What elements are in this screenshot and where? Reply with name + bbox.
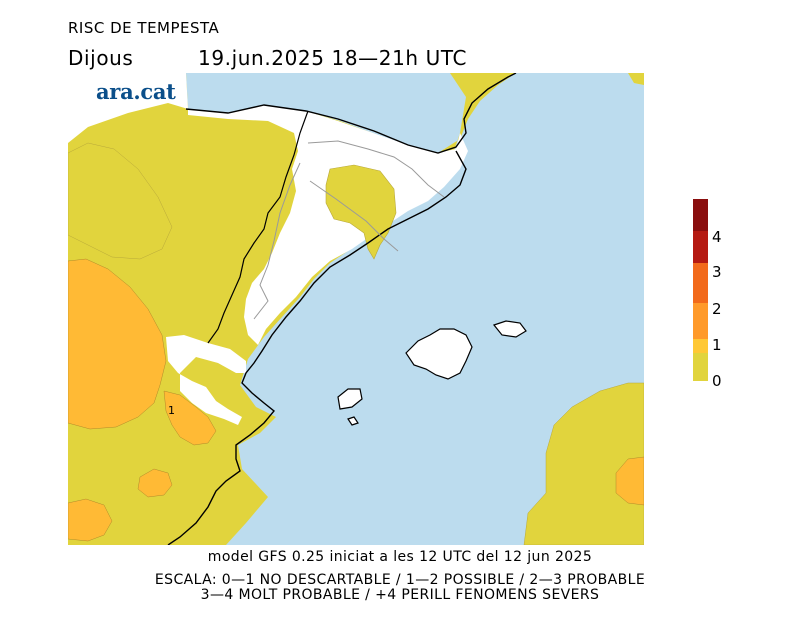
country-border (207, 110, 309, 344)
island-mallorca (405, 328, 473, 380)
legend-label-4: 4 (712, 228, 722, 246)
risk-map: 1 (68, 73, 644, 545)
land-ebro-region (166, 335, 246, 425)
legend-label-3: 3 (712, 263, 722, 281)
map-title: RISC DE TEMPESTA (68, 19, 220, 37)
risk-zone-west-2 (163, 390, 217, 446)
island-ibiza (337, 388, 363, 410)
legend-label-2: 2 (712, 300, 722, 318)
scale-line-1: ESCALA: 0—1 NO DESCARTABLE / 1—2 POSSIBL… (154, 572, 646, 588)
risk-zone-west-3 (68, 498, 113, 542)
island-formentera (347, 416, 359, 426)
legend-label-0: 0 (712, 372, 722, 390)
legend-swatch-top (693, 199, 708, 231)
risk-zone-southeast (523, 382, 644, 545)
province-lines (253, 140, 445, 320)
island-menorca (492, 320, 527, 338)
risk-zone-west-4 (137, 468, 173, 498)
risk-zone-west (68, 258, 167, 430)
model-info: model GFS 0.25 iniciat a les 12 UTC del … (207, 549, 593, 565)
risk-zone-northwest (68, 142, 173, 260)
ara-cat-logo[interactable]: ara.cat (96, 79, 176, 104)
forecast-day: Dijous (68, 46, 134, 70)
legend-label-1: 1 (712, 336, 722, 354)
risk-zone-top-right (628, 73, 644, 85)
legend-swatch-2 (693, 303, 708, 339)
scale-line-2: 3—4 MOLT PROBABLE / +4 PERILL FENOMENS S… (200, 587, 600, 603)
coastline (167, 73, 517, 545)
risk-zone-southeast-orange (615, 456, 644, 506)
land-white-north (68, 73, 188, 143)
forecast-datetime: 19.jun.2025 18—21h UTC (198, 46, 468, 70)
contour-label: 1 (168, 404, 175, 417)
land-catalonia (188, 105, 468, 345)
legend-swatch-3 (693, 263, 708, 303)
legend-swatch-1 (693, 339, 708, 353)
legend-swatch-4 (693, 231, 708, 263)
risk-legend (693, 199, 708, 381)
legend-swatch-0 (693, 353, 708, 381)
